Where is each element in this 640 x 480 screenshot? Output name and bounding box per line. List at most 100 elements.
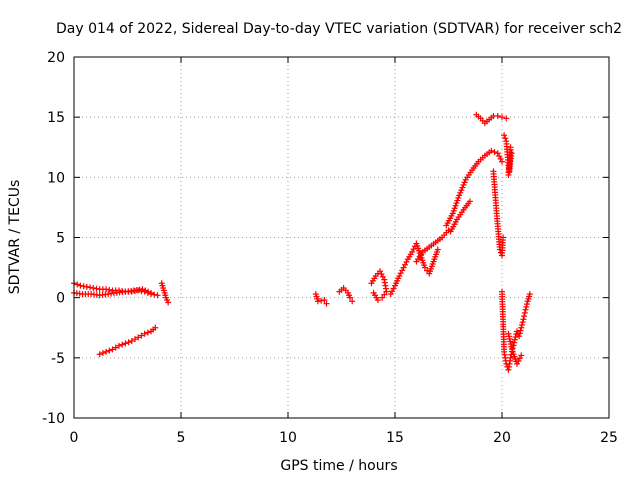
- data-point: [93, 285, 100, 292]
- data-point: [379, 273, 386, 280]
- data-point: [90, 285, 97, 292]
- y-tick-label: 10: [47, 170, 65, 186]
- data-point: [347, 294, 354, 301]
- data-point: [508, 150, 515, 157]
- y-tick-label: 15: [47, 110, 65, 126]
- data-point: [516, 330, 523, 337]
- y-tick-label: -5: [51, 351, 65, 367]
- data-point: [517, 327, 524, 334]
- data-point: [456, 192, 463, 199]
- data-point: [318, 297, 325, 304]
- data-point: [165, 299, 172, 306]
- plot-frame: [73, 56, 610, 419]
- grid: [74, 57, 609, 418]
- data-points: [71, 111, 533, 373]
- data-point: [457, 189, 464, 196]
- x-tick-label: 0: [70, 430, 79, 446]
- data-point: [526, 291, 533, 298]
- data-point: [434, 246, 441, 253]
- data-point: [496, 153, 503, 160]
- data-point: [518, 321, 525, 328]
- x-tick-label: 15: [386, 430, 404, 446]
- data-point: [512, 333, 519, 340]
- data-point: [106, 286, 113, 293]
- data-point: [390, 285, 397, 292]
- data-point: [521, 313, 528, 320]
- data-point: [106, 347, 113, 354]
- data-point: [516, 355, 523, 362]
- data-point: [424, 267, 431, 274]
- data-point: [349, 298, 356, 305]
- data-point: [109, 346, 116, 353]
- data-point: [516, 333, 523, 340]
- data-point: [522, 306, 529, 313]
- data-point: [151, 291, 158, 298]
- data-point: [466, 198, 473, 205]
- data-point: [460, 181, 467, 188]
- data-point: [410, 246, 417, 253]
- data-point: [518, 324, 525, 331]
- data-point: [400, 264, 407, 271]
- data-point: [511, 339, 518, 346]
- data-point: [459, 184, 466, 191]
- x-tick-label: 5: [177, 430, 186, 446]
- data-point: [131, 336, 138, 343]
- data-point: [521, 309, 528, 316]
- chart-title: Day 014 of 2022, Sidereal Day-to-day VTE…: [56, 21, 622, 37]
- data-point: [77, 282, 84, 289]
- data-point: [519, 319, 526, 326]
- data-point: [128, 337, 135, 344]
- data-point: [501, 132, 508, 139]
- y-tick-label: 0: [56, 291, 65, 307]
- data-point: [125, 339, 132, 346]
- data-point: [421, 264, 428, 271]
- data-point: [144, 329, 151, 336]
- data-point: [379, 294, 386, 301]
- data-point: [138, 332, 145, 339]
- x-tick-label: 25: [600, 430, 618, 446]
- data-point: [397, 270, 404, 277]
- data-point: [507, 354, 514, 361]
- data-point: [389, 288, 396, 295]
- data-point: [370, 289, 377, 296]
- axes: 0 5 10 15 20 25 -10 -5 0 5 10 15 20: [42, 50, 618, 446]
- x-tick-label: 20: [493, 430, 511, 446]
- data-point: [491, 149, 498, 156]
- data-point: [499, 114, 505, 121]
- data-point: [381, 291, 388, 298]
- data-point: [115, 342, 122, 349]
- data-point: [103, 348, 110, 355]
- data-point: [401, 261, 408, 268]
- data-point: [141, 330, 148, 337]
- data-point: [145, 288, 152, 295]
- data-point: [520, 316, 527, 323]
- data-point: [383, 288, 390, 295]
- data-point: [500, 234, 507, 241]
- data-point: [87, 284, 94, 291]
- data-point: [148, 289, 155, 296]
- x-tick-label: 10: [279, 430, 297, 446]
- data-point: [461, 179, 468, 186]
- data-point: [154, 292, 161, 299]
- x-axis-label: GPS time / hours: [280, 458, 397, 474]
- y-tick-label: -10: [42, 411, 65, 427]
- data-point: [152, 324, 159, 331]
- data-point: [135, 334, 142, 341]
- data-point: [314, 298, 321, 305]
- data-point: [497, 155, 504, 162]
- data-point: [74, 281, 81, 288]
- data-point: [499, 158, 505, 165]
- data-point: [99, 350, 106, 357]
- data-point: [458, 187, 465, 194]
- data-point: [494, 112, 501, 119]
- data-point: [523, 303, 530, 310]
- data-point: [139, 286, 146, 293]
- data-point: [518, 352, 525, 359]
- data-point: [523, 301, 530, 308]
- data-point: [142, 287, 149, 294]
- data-point: [399, 267, 406, 274]
- data-point: [96, 351, 103, 358]
- data-point: [403, 258, 410, 265]
- data-point: [103, 286, 110, 293]
